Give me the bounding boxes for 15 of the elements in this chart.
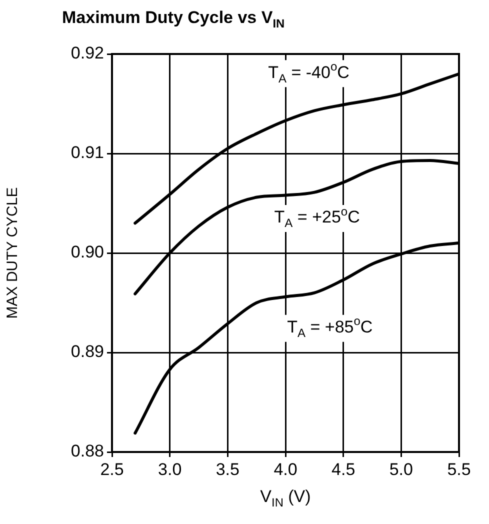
x-tick-label: 4.0 <box>274 460 298 479</box>
y-tick-label: 0.89 <box>70 342 104 362</box>
x-tick-label: 5.5 <box>447 460 471 479</box>
x-tick-label: 3.0 <box>158 460 182 479</box>
x-tick-label: 4.5 <box>332 460 356 479</box>
x-tick-label: 2.5 <box>100 460 124 479</box>
y-tick-label: 0.90 <box>70 242 104 262</box>
x-tick-label: 5.0 <box>389 460 413 479</box>
y-tick-label: 0.92 <box>70 44 104 63</box>
y-tick-label: 0.91 <box>70 143 104 162</box>
chart-title: Maximum Duty Cycle vs V$_{IN}$ <box>62 8 285 30</box>
x-tick-label: 3.5 <box>216 460 240 479</box>
y-axis-title: MAX DUTY CYCLE <box>4 187 22 319</box>
y-tick-label: 0.88 <box>70 442 104 461</box>
x-axis-title: V$_{IN}$ (V) <box>259 487 312 510</box>
